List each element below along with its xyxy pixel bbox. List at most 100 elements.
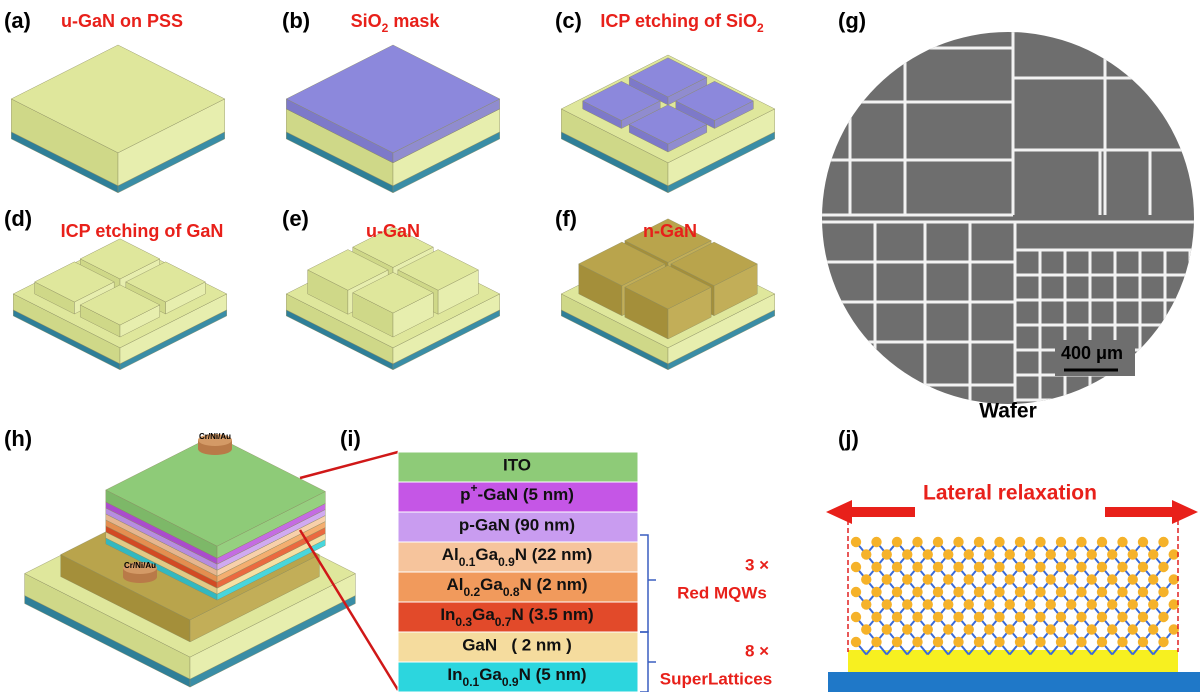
atom	[1055, 586, 1067, 598]
atom	[1086, 549, 1097, 560]
atom	[953, 611, 964, 623]
atom	[1107, 549, 1118, 560]
layer-part: In	[440, 605, 455, 624]
atom	[912, 586, 923, 598]
atom	[973, 611, 985, 623]
layer-label: In0.1Ga0.9N (5 nm)	[447, 665, 586, 689]
layer-sup: +	[471, 481, 478, 495]
zoom-line	[299, 450, 399, 480]
atom	[1004, 574, 1015, 585]
atom	[881, 599, 892, 610]
atom	[891, 636, 903, 648]
block-top	[624, 265, 712, 310]
atom	[994, 636, 1005, 648]
arrow-right	[1105, 500, 1198, 524]
atom	[922, 624, 933, 635]
panel-title: ICP etching of GaN	[61, 221, 224, 241]
atom	[953, 636, 964, 648]
layer	[397, 661, 639, 692]
atom	[1014, 586, 1026, 598]
contact-side	[123, 571, 157, 583]
atom	[1117, 611, 1128, 623]
atom	[973, 561, 985, 573]
layer-part: p	[460, 485, 470, 504]
title-part: SiO	[351, 11, 382, 31]
block-top	[628, 57, 708, 98]
panel-label: (f)	[555, 206, 577, 231]
atom	[1168, 624, 1179, 635]
atom	[1045, 624, 1056, 635]
atom	[1117, 586, 1128, 598]
block-top	[670, 241, 758, 286]
atom	[963, 549, 974, 560]
atom	[922, 574, 933, 585]
zoom-line	[298, 529, 400, 691]
relaxation-title: Lateral relaxation	[923, 482, 1097, 505]
atom	[973, 586, 985, 598]
panel-title: n-GaN	[643, 221, 697, 241]
atom	[850, 561, 862, 573]
atom	[871, 586, 882, 598]
atom	[1004, 599, 1015, 610]
layer-part: Ga	[480, 575, 503, 594]
panel-label: (c)	[555, 8, 582, 33]
layer-label: Al0.2Ga0.8N (2 nm)	[446, 575, 587, 599]
layer-sub: 0.7	[495, 615, 512, 629]
atom	[1096, 536, 1108, 548]
atom	[881, 574, 892, 585]
atom	[1055, 636, 1067, 648]
panel-title: u-GaN	[366, 221, 420, 241]
atom	[1045, 599, 1056, 610]
atom	[932, 561, 944, 573]
atom	[1127, 549, 1138, 560]
scale-bar-label: 400 μm	[1061, 343, 1123, 363]
atom	[881, 624, 892, 635]
atom	[943, 624, 954, 635]
bracket	[640, 534, 649, 633]
layer-part: -GaN (5 nm)	[478, 485, 574, 504]
contact-label: Cr/Ni/Au	[199, 432, 231, 441]
atom	[1025, 624, 1036, 635]
atom	[932, 536, 944, 548]
atom	[1107, 574, 1118, 585]
atom	[1107, 624, 1118, 635]
block-top	[125, 261, 206, 303]
layer-label: GaN ( 2 nm )	[462, 635, 572, 654]
atom	[1137, 586, 1149, 598]
layer-sub: 0.1	[459, 555, 476, 569]
title-part: mask	[388, 11, 440, 31]
atom	[1045, 549, 1056, 560]
panel-title: ICP etching of SiO2	[600, 11, 764, 35]
contact-top	[198, 434, 232, 446]
panel-label: (b)	[282, 8, 310, 33]
atom	[1158, 561, 1169, 573]
layer-part: Ga	[472, 605, 495, 624]
atom	[973, 536, 985, 548]
atom	[984, 574, 995, 585]
layer-sub: 0.2	[463, 585, 480, 599]
layer	[397, 481, 639, 513]
atom	[1035, 586, 1046, 598]
title-sub: 2	[757, 21, 764, 35]
atom	[1148, 549, 1159, 560]
atom	[1035, 561, 1046, 573]
layer-sub: 0.9	[502, 675, 519, 689]
atom	[1055, 561, 1067, 573]
layer	[397, 571, 639, 603]
atom	[1025, 599, 1036, 610]
atom	[1107, 599, 1118, 610]
layer-label: p+-GaN (5 nm)	[460, 481, 574, 504]
layer-sub: 0.9	[498, 555, 515, 569]
atom	[1158, 536, 1169, 548]
atom	[994, 536, 1005, 548]
atom	[1137, 636, 1149, 648]
atom	[943, 599, 954, 610]
panel-label: (d)	[4, 206, 32, 231]
atom	[891, 611, 903, 623]
layer-label: p-GaN (90 nm)	[459, 515, 575, 534]
atom	[932, 586, 944, 598]
atom	[1055, 611, 1067, 623]
panel-label: (a)	[4, 8, 31, 33]
atom	[912, 636, 923, 648]
contact-side	[198, 443, 232, 455]
